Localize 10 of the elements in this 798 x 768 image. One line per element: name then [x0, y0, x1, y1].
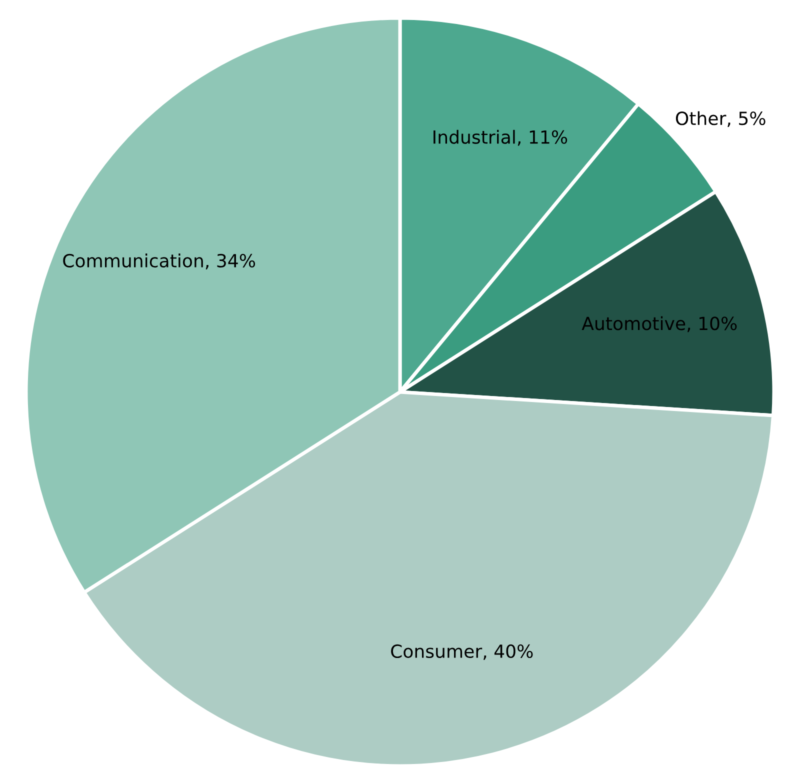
slice-label: Consumer: [391, 644, 482, 658]
data-label: , 40%: [484, 644, 533, 660]
slice-label: Industrial: [434, 130, 515, 144]
slice-label: Automotive: [582, 316, 686, 330]
slice-label: Communication: [63, 254, 203, 268]
slice-label: Other: [676, 111, 726, 126]
data-label: , 34%: [206, 254, 256, 270]
data-label: , 11%: [518, 130, 568, 146]
data-label: , 10%: [687, 316, 737, 332]
data-label: , 5%: [728, 112, 766, 128]
